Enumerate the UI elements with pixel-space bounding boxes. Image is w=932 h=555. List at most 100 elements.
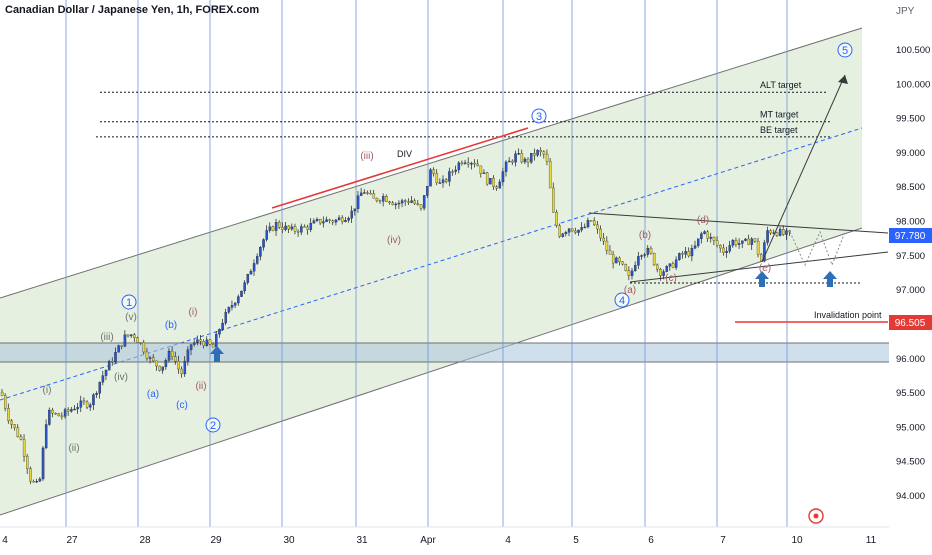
candle-body	[706, 231, 709, 239]
candle-body	[111, 361, 114, 363]
chart-title: Canadian Dollar / Japanese Yen, 1h, FORE…	[5, 4, 260, 16]
candle-body	[394, 203, 398, 206]
candle-body	[760, 254, 763, 262]
candle-body	[70, 409, 73, 412]
alt-projection	[789, 230, 846, 267]
candle-body	[290, 226, 294, 230]
candle-body	[268, 226, 272, 231]
candle-body	[139, 342, 142, 344]
candle-body	[775, 232, 779, 236]
candle-body	[693, 245, 697, 249]
candle-body	[259, 247, 262, 257]
candle-body	[48, 409, 51, 425]
minor-wave-label: (iv)	[114, 372, 128, 383]
time-axis[interactable]	[0, 527, 889, 550]
y-tick-label: 97.500	[896, 251, 925, 262]
candle-body	[451, 171, 454, 173]
candle-body	[237, 296, 240, 304]
candle-body	[98, 381, 102, 394]
day-separators	[65, 0, 788, 527]
candle-body	[170, 350, 174, 357]
target-icon[interactable]	[808, 508, 824, 524]
candle-body	[356, 195, 360, 209]
candle-body	[725, 250, 728, 253]
candle-body	[460, 162, 464, 165]
candle-body	[126, 334, 130, 337]
candle-body	[586, 220, 590, 228]
ascending-channel	[0, 28, 862, 515]
candle-body	[92, 394, 95, 406]
support-band	[0, 343, 889, 362]
candle-body	[627, 270, 631, 276]
candle-body	[457, 162, 461, 171]
x-tick-label: 10	[791, 535, 803, 546]
candle-body	[158, 365, 161, 371]
candle-body	[378, 200, 382, 202]
candle-body	[662, 271, 665, 276]
candle-body	[202, 341, 205, 346]
y-tick-label: 95.500	[896, 388, 925, 399]
candle-body	[564, 232, 568, 234]
wave-labels: 1 2 3 4 5 (i) (ii) (iii) (iv) (v) (i) (ii) (iii) (iv)…	[43, 42, 853, 454]
buy-arrow-1	[210, 346, 224, 362]
candle-body	[13, 424, 16, 428]
candle-body	[400, 200, 404, 204]
candle-body	[652, 253, 656, 266]
candle-body	[164, 360, 168, 367]
candle-body	[788, 230, 791, 233]
candle-body	[668, 263, 672, 267]
candle-body	[129, 334, 133, 337]
candle-body	[63, 409, 67, 417]
major-wave-label: 3	[531, 108, 547, 124]
svg-text:5: 5	[842, 45, 848, 57]
candle-body	[104, 369, 108, 376]
candle-body	[482, 172, 486, 174]
candle-body	[246, 274, 250, 283]
candle-body	[435, 173, 439, 183]
channel-lower-line	[0, 227, 863, 516]
candle-body	[763, 242, 766, 262]
candle-body	[381, 196, 385, 202]
candle-body	[233, 302, 237, 306]
candle-body	[281, 227, 284, 230]
candle-body	[533, 153, 536, 156]
candle-body	[315, 219, 319, 221]
minor-wave-label: (v)	[125, 312, 137, 323]
minor-wave-label: (iv)	[387, 235, 401, 246]
candle-body	[10, 420, 13, 425]
candle-body	[145, 351, 149, 359]
candle-body	[697, 238, 700, 246]
y-tick-label: 96.000	[896, 354, 925, 365]
candle-body	[741, 240, 744, 244]
candle-body	[712, 236, 716, 241]
corrective-wave-label: (d)	[697, 215, 709, 226]
y-tick-label: 99.500	[896, 114, 925, 125]
candle-body	[700, 233, 703, 239]
candle-body	[690, 248, 694, 257]
candle-body	[278, 221, 281, 228]
last-price-badge	[889, 228, 932, 243]
candle-body	[57, 413, 61, 417]
candle-body	[227, 307, 231, 313]
candle-body	[438, 182, 442, 184]
candle-body	[507, 160, 511, 163]
candle-body	[561, 233, 565, 237]
candle-body	[344, 220, 347, 222]
candle-body	[656, 264, 659, 270]
candle-body	[51, 409, 54, 414]
candle-body	[520, 153, 524, 163]
y-tick-label: 98.500	[896, 182, 925, 193]
candle-body	[309, 223, 313, 230]
candle-body	[341, 217, 344, 222]
candle-body	[136, 337, 139, 343]
candle-body	[731, 240, 735, 246]
candle-body	[599, 228, 602, 239]
candle-body	[359, 192, 363, 196]
candle-body	[485, 172, 489, 185]
price-axis[interactable]	[889, 0, 932, 550]
divergence-line	[271, 127, 529, 209]
candle-body	[221, 322, 224, 330]
x-tick-label: 7	[720, 535, 726, 546]
candle-body	[366, 192, 369, 194]
